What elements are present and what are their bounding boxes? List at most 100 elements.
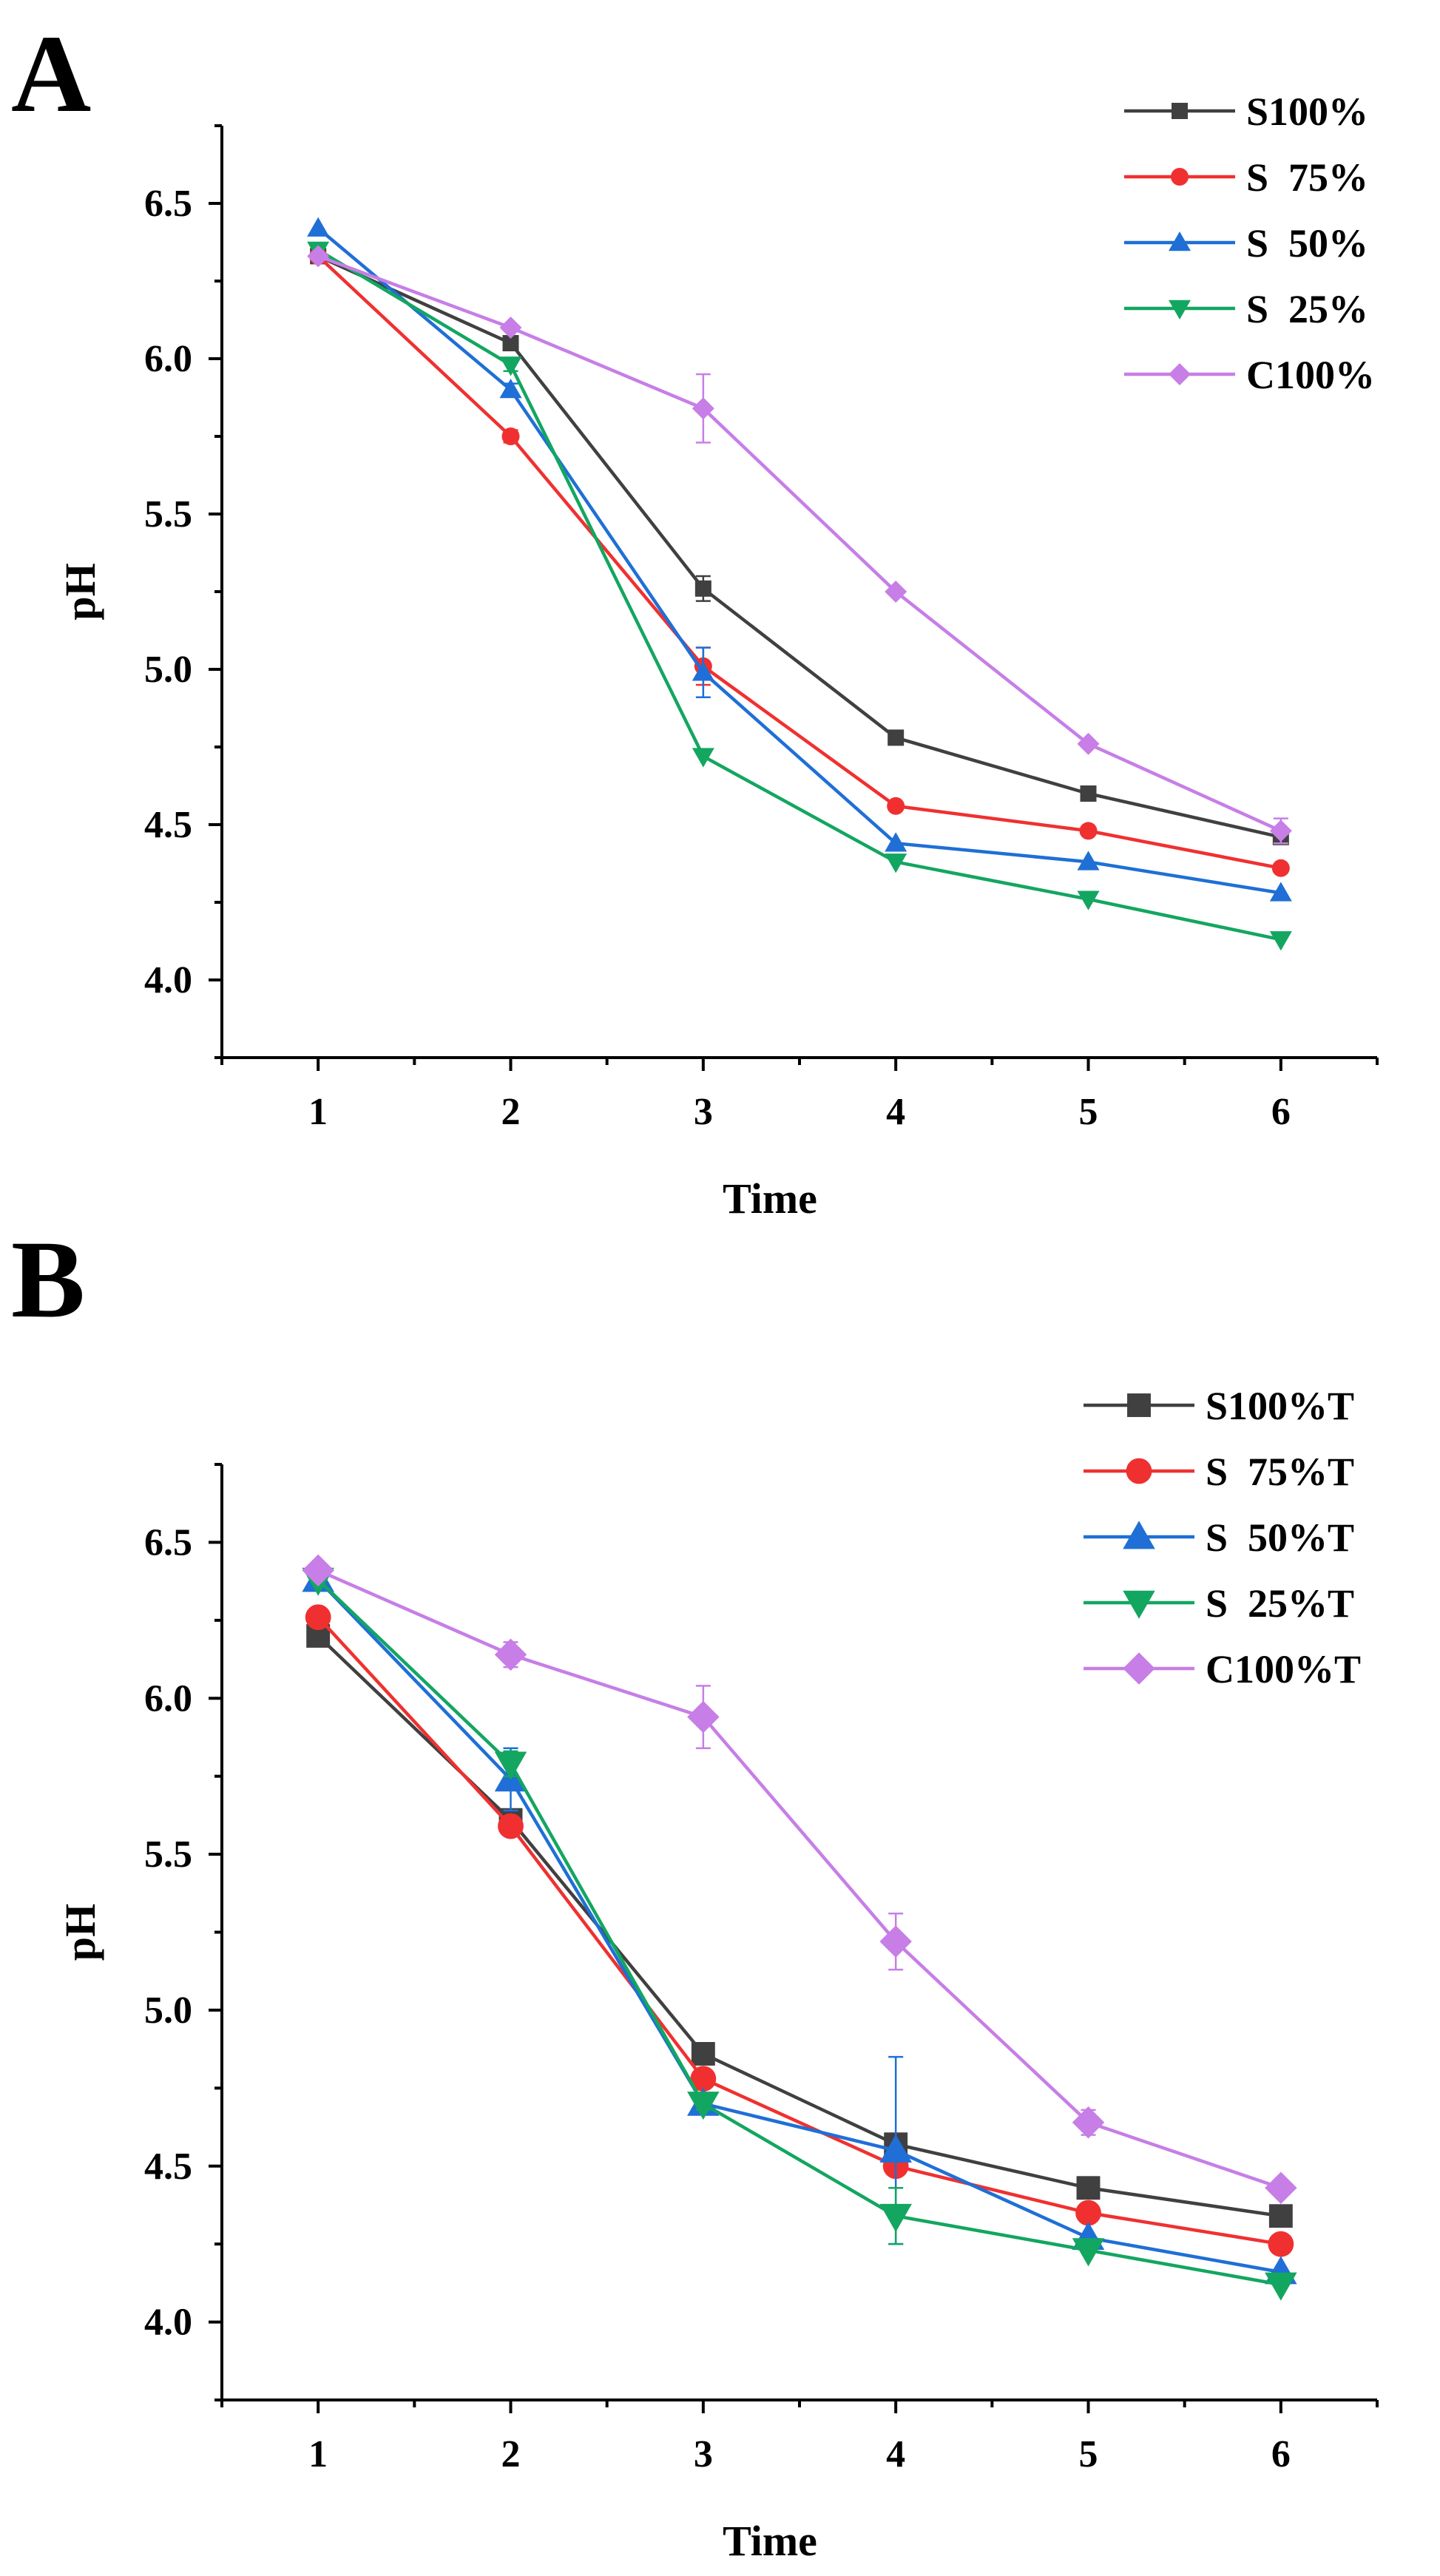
series-c100pct <box>307 245 1292 845</box>
data-point <box>1075 2200 1101 2226</box>
data-point <box>879 2203 912 2232</box>
data-point <box>498 1813 524 1839</box>
legend-marker <box>1169 231 1191 251</box>
panel-label: A <box>11 13 91 135</box>
series-line <box>317 1578 1282 2287</box>
legend: S100%T S 75%T S 50%T S 25%T C100%T <box>1084 1384 1361 1691</box>
y-axis-title: pH <box>56 563 104 620</box>
data-point <box>494 1751 527 1780</box>
data-point <box>1077 851 1100 871</box>
data-point <box>692 397 714 420</box>
data-point <box>885 832 907 852</box>
data-point <box>887 797 905 815</box>
data-point <box>692 661 714 681</box>
legend-label: C100% <box>1246 353 1375 397</box>
data-point <box>302 1554 334 1587</box>
x-tick-label: 3 <box>694 1091 713 1133</box>
data-point <box>499 379 522 399</box>
x-axis-title: Time <box>723 2517 817 2565</box>
data-point <box>879 1925 912 1958</box>
x-tick-label: 4 <box>886 1091 905 1133</box>
data-point <box>1265 2272 1297 2301</box>
y-tick-label: 5.5 <box>144 493 192 535</box>
legend-item: S100%T <box>1084 1384 1354 1428</box>
y-tick-label: 6.5 <box>144 1521 192 1563</box>
data-point <box>1080 785 1097 802</box>
data-point <box>885 853 907 873</box>
data-point <box>1268 2231 1294 2257</box>
y-tick-label: 4.5 <box>144 804 192 846</box>
series-line <box>317 1569 1282 2190</box>
legend-marker <box>1169 363 1191 385</box>
legend-marker <box>1172 103 1188 119</box>
legend-item: S 50% <box>1124 221 1368 266</box>
y-tick-label: 5.0 <box>144 1990 192 2032</box>
data-point <box>1269 882 1292 902</box>
x-tick-label: 2 <box>501 2433 521 2475</box>
x-tick-label: 6 <box>1271 1091 1291 1133</box>
data-point <box>879 2134 912 2163</box>
legend-label: S100%T <box>1206 1384 1354 1428</box>
legend-label: C100%T <box>1206 1647 1361 1691</box>
data-point <box>692 748 714 768</box>
legend: S100% S 75% S 50% S 25% C100% <box>1124 89 1375 397</box>
legend-item: C100%T <box>1084 1647 1361 1691</box>
legend-item: S100% <box>1124 89 1368 134</box>
panel-label: B <box>11 1218 85 1341</box>
data-point <box>1076 2176 1101 2200</box>
data-point <box>1269 819 1292 842</box>
x-tick-label: 3 <box>694 2433 713 2475</box>
legend-item: S 25% <box>1124 287 1368 331</box>
data-point <box>502 335 519 351</box>
data-point <box>494 1638 527 1671</box>
series-s25pctt <box>302 1567 1297 2301</box>
y-tick-label: 4.0 <box>144 959 192 1001</box>
y-tick-label: 6.0 <box>144 338 192 380</box>
legend-item: S 50%T <box>1084 1515 1354 1560</box>
legend-label: S 50% <box>1246 221 1368 266</box>
data-point <box>1077 890 1100 910</box>
data-point <box>687 2092 720 2120</box>
series-line <box>317 254 1282 833</box>
series-s100pctt <box>306 1623 1293 2228</box>
data-point <box>1265 2171 1297 2205</box>
data-point <box>1079 822 1098 840</box>
chart-panel-a: A 4.0 4.5 5.0 5.5 6.0 6.5 1 2 3 4 5 6 Time pH S100% S 75… <box>11 13 1379 1223</box>
legend-label: S 25% <box>1246 287 1368 331</box>
legend-marker <box>1171 168 1189 186</box>
data-point <box>1268 2204 1293 2228</box>
data-point <box>690 2066 717 2092</box>
series-line <box>317 1634 1282 2218</box>
data-point <box>501 427 520 445</box>
data-point <box>691 2042 715 2066</box>
series-s100pct <box>310 248 1289 845</box>
series-s25pct <box>307 241 1292 951</box>
data-point <box>1072 2106 1105 2139</box>
legend-item: C100% <box>1124 353 1375 397</box>
data-point <box>1269 931 1292 951</box>
legend-label: S 25%T <box>1206 1581 1354 1626</box>
series-line <box>317 249 1282 942</box>
data-point <box>1271 859 1290 877</box>
series-s75pct <box>309 247 1290 877</box>
y-tick-label: 5.5 <box>144 1833 192 1876</box>
y-tick-label: 4.0 <box>144 2302 192 2344</box>
legend-marker <box>1169 300 1191 320</box>
legend-label: S 75%T <box>1206 1450 1354 1494</box>
y-tick-label: 4.5 <box>144 2146 192 2188</box>
series-line <box>317 254 1282 871</box>
data-point <box>499 356 522 376</box>
x-tick-label: 1 <box>308 1091 328 1133</box>
legend-item: S 75% <box>1124 155 1368 200</box>
legend-label: S 50%T <box>1206 1515 1354 1560</box>
legend-item: S 75%T <box>1084 1450 1354 1494</box>
series-line <box>317 1616 1282 2246</box>
chart-panel-b: B 4.0 4.5 5.0 5.5 6.0 6.5 1 2 3 4 5 6 Time pH S100%T S 7… <box>11 1218 1379 2565</box>
legend-label: S100% <box>1246 89 1368 134</box>
data-point <box>888 729 905 746</box>
series-c100pctt <box>302 1554 1297 2205</box>
legend-marker <box>1127 1393 1151 1417</box>
legend-marker <box>1123 1590 1155 1619</box>
legend-label: S 75% <box>1246 155 1368 200</box>
series-s50pct <box>307 217 1292 902</box>
